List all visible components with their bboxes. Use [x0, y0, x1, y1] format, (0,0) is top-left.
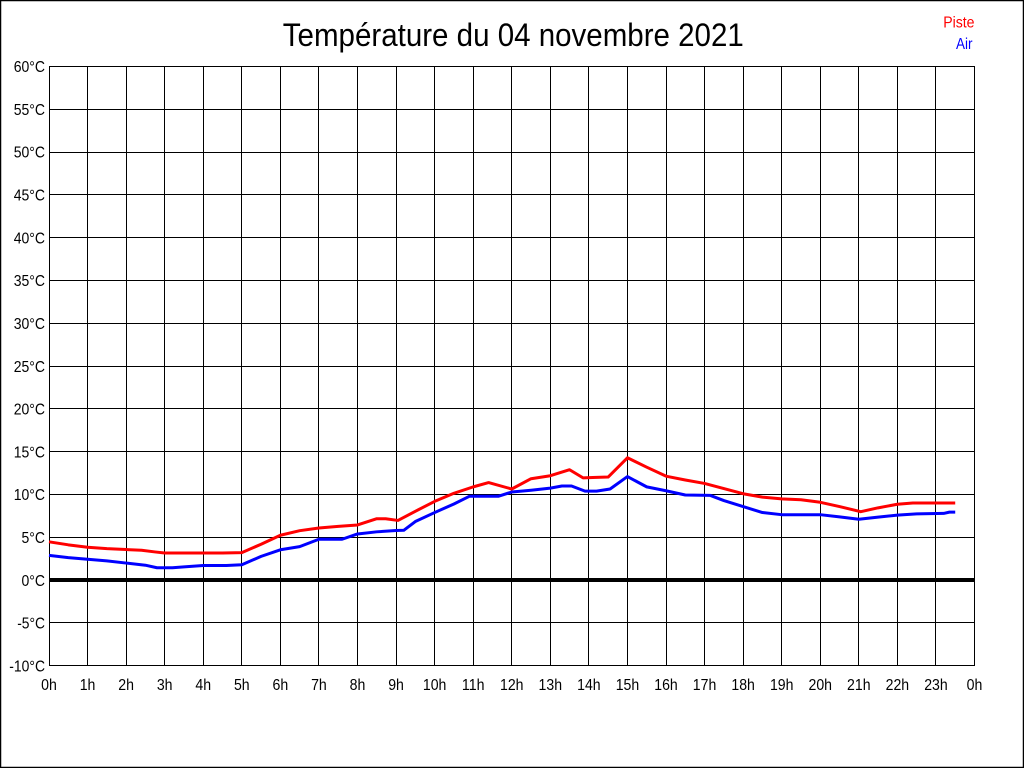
svg-text:15°C: 15°C [14, 444, 45, 461]
svg-text:8h: 8h [350, 677, 366, 694]
svg-text:1h: 1h [80, 677, 96, 694]
svg-text:3h: 3h [157, 677, 173, 694]
svg-text:50°C: 50°C [14, 145, 45, 162]
svg-text:Température du 04 novembre 202: Température du 04 novembre 2021 [283, 17, 744, 53]
svg-text:-5°C: -5°C [17, 616, 45, 633]
svg-text:17h: 17h [693, 677, 717, 694]
svg-text:45°C: 45°C [14, 188, 45, 205]
svg-text:20°C: 20°C [14, 402, 45, 419]
svg-text:2h: 2h [118, 677, 134, 694]
svg-text:4h: 4h [195, 677, 211, 694]
svg-text:60°C: 60°C [14, 59, 45, 76]
svg-text:55°C: 55°C [14, 102, 45, 119]
svg-text:-10°C: -10°C [9, 658, 45, 675]
svg-text:30°C: 30°C [14, 316, 45, 333]
svg-text:12h: 12h [500, 677, 524, 694]
svg-text:16h: 16h [654, 677, 678, 694]
svg-text:0h: 0h [967, 677, 983, 694]
svg-text:40°C: 40°C [14, 230, 45, 247]
svg-text:18h: 18h [731, 677, 755, 694]
svg-text:15h: 15h [616, 677, 640, 694]
svg-text:23h: 23h [924, 677, 948, 694]
svg-text:7h: 7h [311, 677, 327, 694]
svg-text:35°C: 35°C [14, 273, 45, 290]
svg-text:25°C: 25°C [14, 359, 45, 376]
svg-text:Piste: Piste [943, 14, 974, 31]
svg-text:6h: 6h [273, 677, 289, 694]
svg-text:5°C: 5°C [22, 530, 46, 547]
svg-text:Air: Air [956, 36, 973, 53]
svg-text:13h: 13h [539, 677, 563, 694]
svg-text:10h: 10h [423, 677, 447, 694]
svg-text:9h: 9h [388, 677, 404, 694]
svg-text:11h: 11h [462, 677, 485, 694]
svg-text:14h: 14h [577, 677, 601, 694]
svg-text:22h: 22h [886, 677, 910, 694]
svg-text:0h: 0h [41, 677, 57, 694]
svg-text:21h: 21h [847, 677, 871, 694]
svg-text:10°C: 10°C [14, 487, 45, 504]
svg-text:20h: 20h [809, 677, 833, 694]
svg-text:0°C: 0°C [22, 573, 46, 590]
svg-text:5h: 5h [234, 677, 250, 694]
svg-text:19h: 19h [770, 677, 794, 694]
